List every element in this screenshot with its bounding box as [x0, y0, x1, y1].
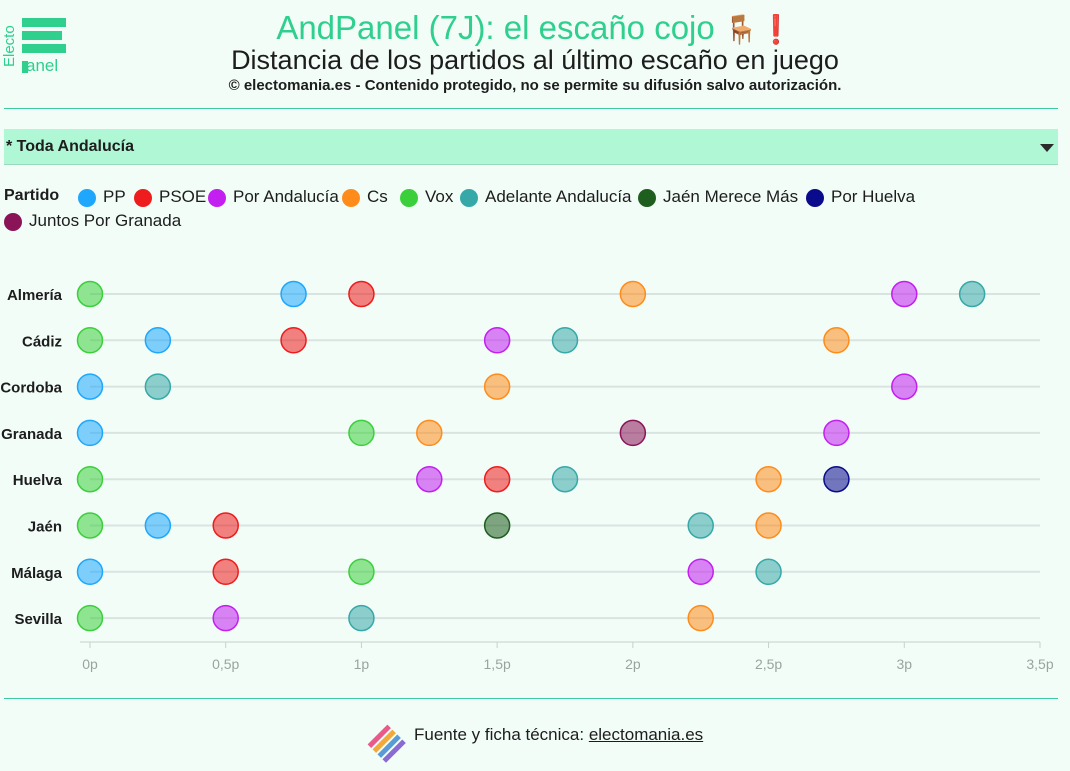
data-point[interactable] [144, 373, 172, 400]
x-tick-label: 3p [896, 656, 912, 672]
x-tick-label: 1,5p [484, 656, 511, 672]
data-point[interactable] [483, 373, 511, 400]
category-label: Granada [1, 426, 63, 443]
data-point[interactable] [619, 280, 647, 308]
data-point[interactable] [755, 465, 782, 493]
data-point[interactable] [958, 280, 986, 308]
data-point[interactable] [348, 280, 375, 308]
legend-swatch [460, 189, 478, 207]
legend-label: PSOE [159, 187, 207, 206]
data-point[interactable] [687, 558, 714, 586]
x-tick-label: 0,5p [212, 656, 239, 672]
data-point[interactable] [687, 604, 714, 632]
data-point[interactable] [212, 604, 239, 632]
data-point[interactable] [416, 465, 443, 493]
data-point[interactable] [551, 327, 579, 354]
data-point[interactable] [348, 604, 375, 632]
footer-source: Fuente y ficha técnica: electomania.es [414, 725, 703, 745]
data-point[interactable] [823, 419, 850, 447]
legend-swatch [208, 189, 226, 207]
legend-swatch [78, 189, 96, 207]
data-point[interactable] [76, 373, 104, 400]
data-point[interactable] [212, 558, 239, 586]
legend-label: Cs [367, 187, 388, 206]
category-label: Cádiz [22, 333, 62, 350]
x-tick-label: 1p [354, 656, 370, 672]
data-point[interactable] [483, 327, 511, 354]
legend-swatch [134, 189, 152, 207]
region-select-value: * Toda Andalucía [6, 138, 135, 155]
footer: Fuente y ficha técnica: electomania.es [0, 723, 1070, 763]
data-point[interactable] [483, 465, 511, 493]
data-point[interactable] [416, 419, 443, 447]
data-point[interactable] [212, 512, 239, 539]
legend-label: PP [103, 187, 126, 206]
data-point[interactable] [891, 280, 918, 308]
header-divider [4, 108, 1058, 109]
category-label: Huelva [13, 472, 63, 489]
legend-label: Por Huelva [831, 187, 916, 206]
data-point[interactable] [76, 280, 104, 308]
legend-label: Adelante Andalucía [485, 187, 632, 206]
data-point[interactable] [76, 465, 104, 493]
legend-label: Juntos Por Granada [29, 211, 182, 230]
electomania-logo-icon [367, 724, 406, 763]
region-select[interactable]: * Toda Andalucía [4, 129, 1058, 165]
data-point[interactable] [755, 558, 782, 586]
logo-bars-icon [22, 18, 66, 60]
page-title: AndPanel (7J): el escaño cojo 🪑❗ [0, 8, 1070, 50]
data-point[interactable] [483, 512, 511, 539]
data-point[interactable] [280, 280, 307, 308]
category-label: Almería [7, 287, 63, 304]
dot-plot-chart: Almería Cádiz Cordoba Granada Huelva Jaén Mála… [0, 280, 1054, 672]
data-point[interactable] [76, 558, 104, 586]
legend-label: Vox [425, 187, 454, 206]
chevron-down-icon[interactable] [1040, 144, 1054, 152]
footer-prefix: Fuente y ficha técnica: [414, 725, 589, 744]
exclamation-icon: ❗ [758, 13, 794, 46]
legend-swatch [806, 189, 824, 207]
data-point[interactable] [687, 512, 714, 539]
legend-swatch [400, 189, 418, 207]
legend-swatch [4, 213, 22, 231]
data-point[interactable] [891, 373, 918, 400]
data-point[interactable] [144, 327, 172, 354]
category-label: Jaén [28, 519, 62, 536]
category-label: Sevilla [14, 611, 62, 628]
data-point[interactable] [823, 465, 850, 493]
logo-square-icon [22, 61, 28, 73]
legend-label: Por Andalucía [233, 187, 339, 206]
data-point[interactable] [551, 465, 579, 493]
x-tick-label: 2,5p [755, 656, 782, 672]
data-point[interactable] [348, 558, 375, 586]
data-point[interactable] [348, 419, 375, 447]
data-point[interactable] [76, 419, 104, 447]
footer-link[interactable]: electomania.es [588, 725, 704, 744]
copyright-notice: © electomania.es - Contenido protegido, … [228, 77, 842, 94]
header: Electo anel AndPanel (7J): el escaño coj… [0, 0, 1070, 108]
x-tick-label: 2p [625, 656, 641, 672]
logo-text-bottom: anel [26, 56, 59, 75]
footer-divider [4, 698, 1058, 699]
data-point[interactable] [755, 512, 782, 539]
data-point[interactable] [144, 512, 172, 539]
electopanel-logo: Electo anel [1, 16, 74, 78]
category-label: Málaga [11, 565, 63, 582]
legend-label: Jaén Merece Más [663, 187, 799, 206]
x-tick-label: 3,5p [1026, 656, 1053, 672]
data-point[interactable] [76, 512, 104, 539]
data-point[interactable] [280, 327, 307, 354]
data-point[interactable] [823, 327, 850, 354]
title-text: AndPanel (7J): el escaño cojo [276, 9, 715, 46]
category-label: Cordoba [0, 380, 62, 397]
page-subtitle: Distancia de los partidos al último esca… [231, 45, 839, 75]
data-point[interactable] [76, 327, 104, 354]
chair-icon: 🪑 [723, 13, 759, 46]
data-point[interactable] [619, 419, 647, 447]
data-point[interactable] [76, 604, 104, 632]
legend-title: Partido [4, 187, 60, 204]
legend-swatch [342, 189, 360, 207]
legend-swatch [638, 189, 656, 207]
x-tick-label: 0p [82, 656, 98, 672]
